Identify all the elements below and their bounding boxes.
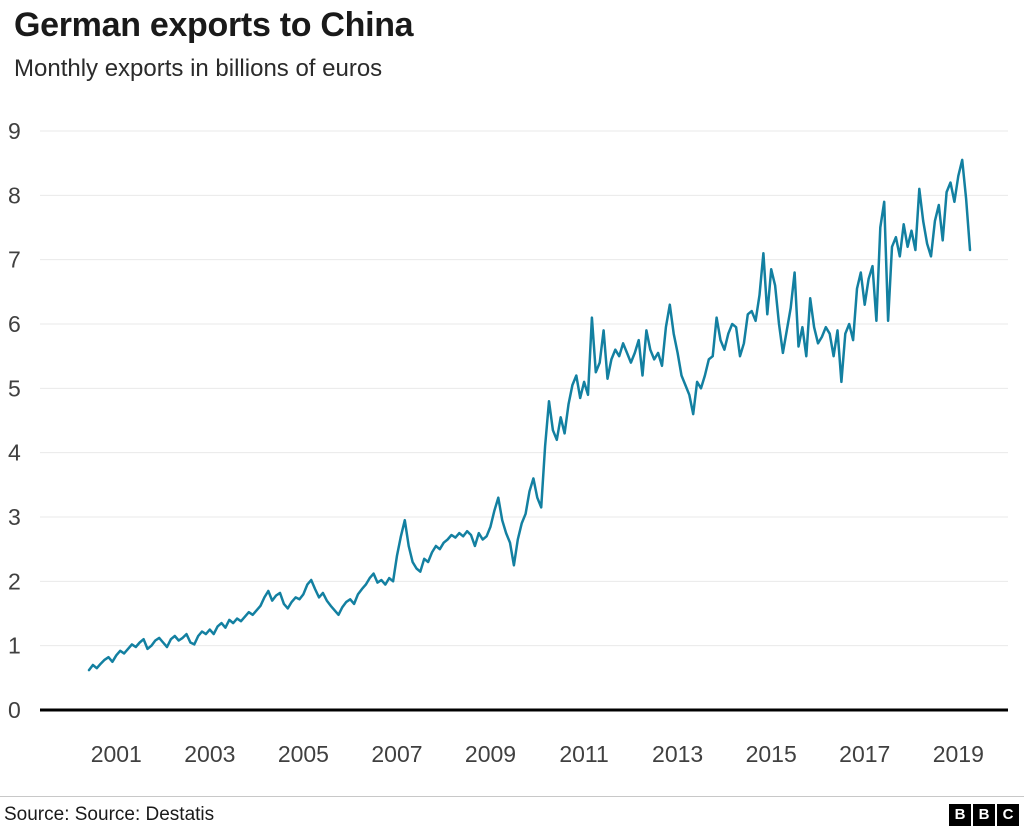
x-tick-label: 2001 [91,741,142,767]
x-tick-label: 2005 [278,741,329,767]
x-tick-label: 2009 [465,741,516,767]
y-tick-label: 6 [8,311,21,337]
chart-subtitle: Monthly exports in billions of euros [14,55,383,83]
y-tick-label: 9 [8,118,21,144]
line-chart: 0 1 2 3 4 5 6 7 8 9 2001 2003 2005 2007 2009 2011 2013 20… [8,118,1008,767]
y-tick-label: 8 [8,182,21,208]
x-tick-label: 2015 [746,741,797,767]
x-tick-label: 2011 [559,741,608,767]
y-tick-label: 1 [8,633,21,659]
y-tick-label: 3 [8,504,21,530]
x-tick-label: 2003 [184,741,235,767]
y-tick-label: 0 [8,697,21,723]
bbc-logo-letter-b2: B [973,803,995,826]
y-tick-label: 7 [8,247,21,273]
chart-title: German exports to China [14,6,414,44]
data-line [87,158,972,672]
x-tick-label: 2007 [371,741,422,767]
source-text: Source: Source: Destatis [4,803,215,825]
bbc-logo: B B C [949,803,1019,826]
x-tick-label: 2013 [652,741,703,767]
bbc-logo-letter-b1: B [949,803,971,826]
bbc-logo-letter-c: C [997,803,1019,826]
chart-footer: Source: Source: Destatis B B C [0,796,1024,832]
y-tick-label: 2 [8,568,21,594]
x-tick-label: 2019 [933,741,984,767]
y-tick-label: 4 [8,440,21,466]
chart-header: German exports to China Monthly exports … [14,6,1010,83]
x-tick-label: 2017 [839,741,890,767]
y-tick-label: 5 [8,375,21,401]
